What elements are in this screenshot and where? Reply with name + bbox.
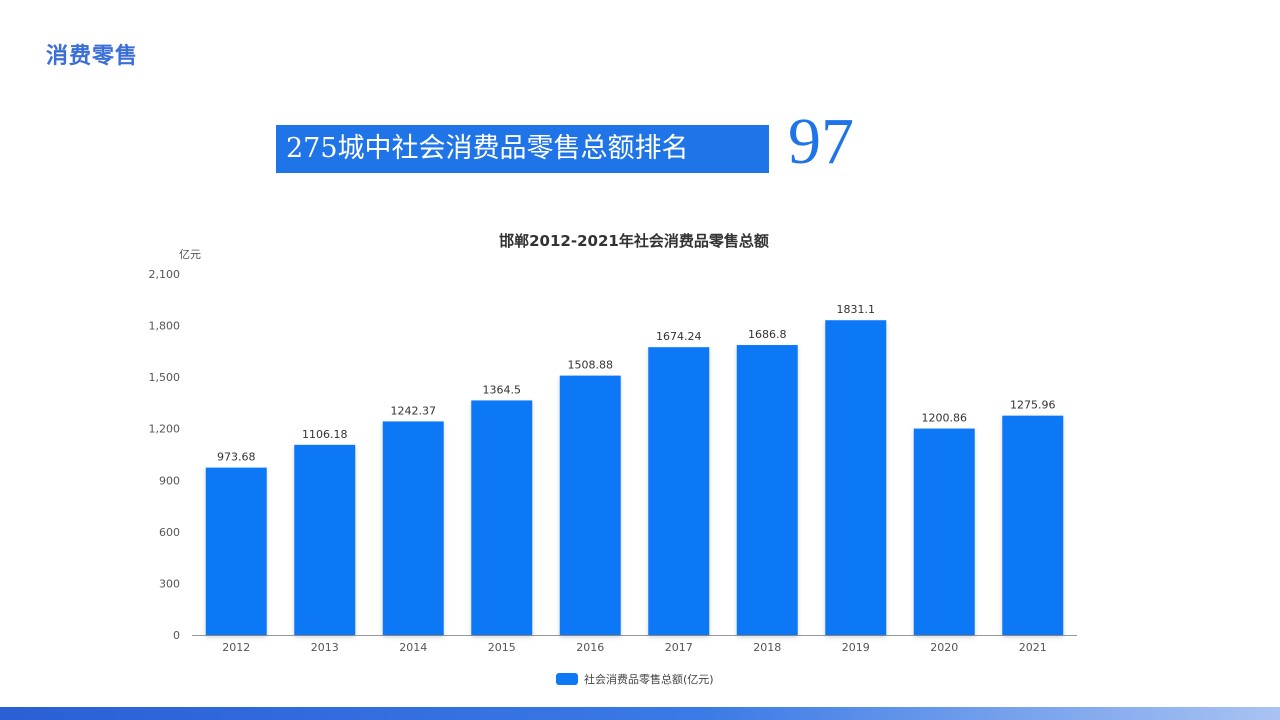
- bar-2019[interactable]: [825, 320, 887, 635]
- bar-value-label: 1275.96: [1010, 399, 1056, 412]
- bar-value-label: 1686.8: [748, 328, 787, 341]
- bar-2021[interactable]: [1002, 415, 1064, 635]
- x-tick-label: 2013: [311, 641, 339, 654]
- y-axis-ticks: 0 300 600 900 1,200 1,500 1,800 2,100: [149, 268, 181, 642]
- x-tick-label: 2021: [1019, 641, 1047, 654]
- legend-label: 社会消费品零售总额(亿元): [584, 672, 714, 686]
- bar-value-label: 1364.5: [483, 383, 522, 396]
- bar-value-label: 1242.37: [391, 404, 437, 417]
- x-tick-label: 2019: [842, 641, 870, 654]
- bar-value-label: 1508.88: [568, 359, 614, 372]
- y-tick-label: 300: [159, 577, 180, 590]
- x-tick-label: 2018: [753, 641, 781, 654]
- bar-2018[interactable]: [736, 345, 798, 635]
- x-tick-label: 2014: [399, 641, 427, 654]
- x-tick-label: 2015: [488, 641, 516, 654]
- legend-swatch: [556, 673, 578, 685]
- rank-label-banner: 275城中社会消费品零售总额排名: [276, 125, 769, 173]
- bar-2020[interactable]: [913, 428, 975, 635]
- bar-2017[interactable]: [648, 347, 710, 635]
- bar-2014[interactable]: [382, 421, 444, 635]
- y-tick-label: 1,500: [149, 371, 181, 384]
- bar-2012[interactable]: [205, 467, 267, 635]
- rank-value: 97: [788, 105, 854, 178]
- y-tick-label: 0: [173, 629, 180, 642]
- bar-value-label: 1200.86: [922, 412, 968, 425]
- x-tick-label: 2012: [222, 641, 250, 654]
- bar-value-label: 1831.1: [837, 303, 876, 316]
- slide-title: 消费零售: [46, 43, 139, 69]
- bar-2016[interactable]: [559, 375, 621, 635]
- y-tick-label: 1,800: [149, 320, 181, 333]
- x-tick-label: 2017: [665, 641, 693, 654]
- legend[interactable]: 社会消费品零售总额(亿元): [556, 672, 714, 686]
- bar-2013[interactable]: [294, 444, 356, 635]
- chart-title: 邯郸2012-2021年社会消费品零售总额: [499, 232, 769, 250]
- bottom-accent-bar: [0, 707, 1280, 720]
- x-tick-label: 2016: [576, 641, 604, 654]
- bar-value-label: 973.68: [217, 451, 256, 464]
- y-tick-label: 1,200: [149, 423, 181, 436]
- y-tick-label: 600: [159, 526, 180, 539]
- y-axis-unit-label: 亿元: [179, 248, 201, 261]
- bars-group: 973.68 2012 1106.18 2013 1242.37 2014 1364.5 20…: [205, 303, 1064, 654]
- bar-value-label: 1106.18: [302, 428, 348, 441]
- x-tick-label: 2020: [930, 641, 958, 654]
- bar-value-label: 1674.24: [656, 330, 702, 343]
- y-tick-label: 2,100: [149, 268, 181, 281]
- bar-2015[interactable]: [471, 400, 533, 635]
- y-tick-label: 900: [159, 474, 180, 487]
